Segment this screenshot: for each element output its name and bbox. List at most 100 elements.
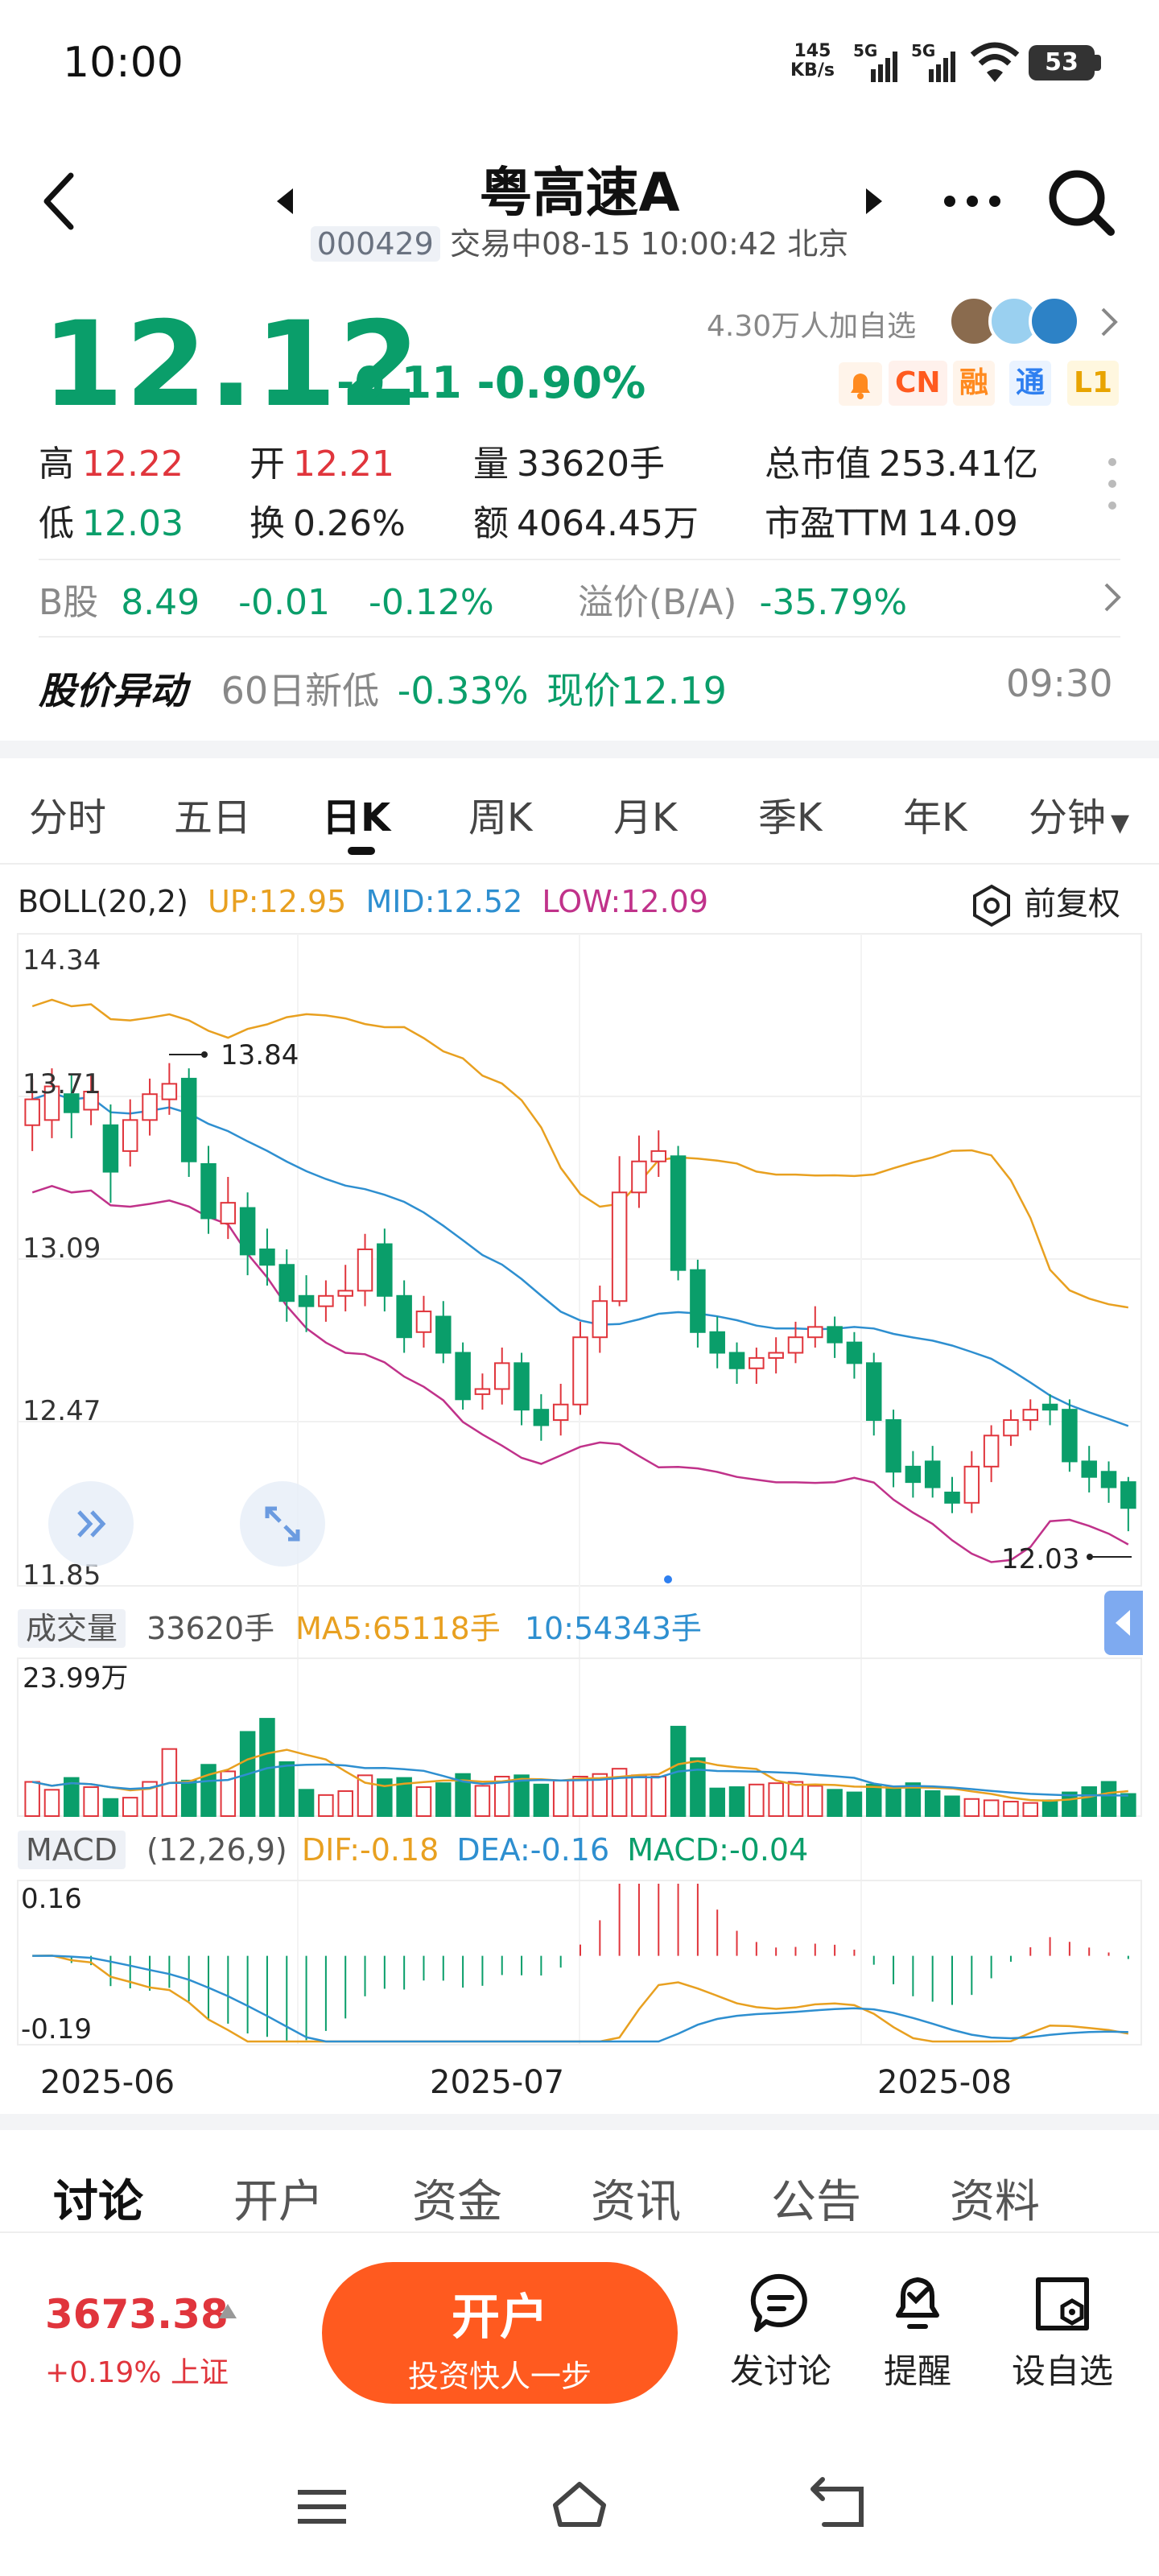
bell-icon[interactable] <box>839 362 882 406</box>
candle-body <box>572 1336 588 1406</box>
adjust-price-button[interactable]: 前复权 <box>969 877 1120 928</box>
candle-body <box>690 1269 706 1333</box>
candle-body <box>787 1336 804 1354</box>
more-icon[interactable] <box>942 193 1003 209</box>
next-stock-icon[interactable] <box>863 185 885 217</box>
add-watchlist-button[interactable]: 设自选 <box>1006 2270 1119 2393</box>
candle-body <box>749 1356 765 1369</box>
volume-bar <box>846 1791 863 1817</box>
tab-news[interactable]: 资讯 <box>591 2176 681 2228</box>
prev-stock-icon[interactable] <box>274 185 296 217</box>
follower-avatars[interactable] <box>947 295 1083 348</box>
net-speed-value: 145 <box>794 41 831 61</box>
candle-body <box>709 1331 725 1354</box>
back-icon[interactable] <box>39 169 80 233</box>
volume-bar <box>180 1779 197 1817</box>
candle-body <box>357 1248 373 1292</box>
candle <box>514 1352 530 1426</box>
volume-bar <box>768 1782 784 1818</box>
candle <box>435 1301 452 1364</box>
badge-margin[interactable]: 融 <box>953 361 996 406</box>
post-discussion-button[interactable]: 发讨论 <box>724 2270 837 2393</box>
candle-body <box>278 1264 295 1302</box>
candle-body <box>377 1243 393 1297</box>
candle <box>1003 1410 1019 1447</box>
home-icon[interactable] <box>553 2482 606 2527</box>
section-gap <box>0 2114 1159 2130</box>
candle <box>572 1321 588 1415</box>
menu-icon[interactable] <box>298 2490 346 2524</box>
volume-bar <box>807 1785 823 1818</box>
candle <box>552 1384 569 1436</box>
macd-dea-line <box>32 1955 1128 2043</box>
badge-l1[interactable]: L1 <box>1067 361 1119 406</box>
back-nav-icon[interactable] <box>810 2477 864 2527</box>
tab-yearly-k[interactable]: 年K <box>903 795 967 840</box>
tab-minute[interactable]: 分钟 ▼ <box>1029 795 1130 840</box>
divider <box>39 636 1120 638</box>
tab-quarterly-k[interactable]: 季K <box>758 795 823 840</box>
expand-stats-icon[interactable] <box>1107 456 1117 512</box>
candle-body <box>924 1460 941 1488</box>
tab-announcements[interactable]: 公告 <box>771 2176 861 2228</box>
net-speed-unit: KB/s <box>790 60 835 80</box>
volume-bar <box>572 1775 588 1817</box>
candle <box>592 1285 608 1353</box>
b-share-row[interactable]: B股 8.49 -0.01 -0.12% <box>39 582 494 623</box>
side-panel-handle[interactable] <box>1104 1591 1143 1655</box>
tab-funds[interactable]: 资金 <box>412 2176 502 2228</box>
expand-panel-button[interactable] <box>48 1481 134 1567</box>
candle <box>533 1393 550 1441</box>
followers-count[interactable]: 4.30万人加自选 <box>707 310 917 343</box>
system-nav-bar <box>298 2477 864 2527</box>
badge-connect[interactable]: 通 <box>1009 361 1052 406</box>
candle-body <box>396 1294 412 1339</box>
volume-bar <box>318 1794 334 1817</box>
volume-bar <box>709 1787 725 1818</box>
volume-bar <box>1100 1781 1117 1817</box>
volume-bar <box>514 1774 530 1817</box>
tab-open-account[interactable]: 开户 <box>233 2176 324 2228</box>
candle-body <box>650 1150 667 1162</box>
tab-daily-k[interactable]: 日K <box>322 795 391 840</box>
volume-bar <box>1120 1793 1136 1818</box>
reminder-button[interactable]: 提醒 <box>861 2270 974 2393</box>
volume-bar <box>787 1781 804 1817</box>
low-marker-label: 12.03 <box>1001 1543 1079 1575</box>
signal-icon-2: 5G <box>911 42 955 82</box>
date-tick: 2025-07 <box>430 2064 565 2101</box>
candle-body <box>768 1352 784 1359</box>
tab-profile[interactable]: 资料 <box>950 2176 1040 2228</box>
stat-volume: 量 33620手 <box>473 444 665 485</box>
candle <box>220 1177 237 1240</box>
index-value[interactable]: 3673.38 <box>45 2291 229 2338</box>
boll-mid-line <box>31 1092 1129 1427</box>
open-account-button[interactable]: 开户 投资快人一步 <box>322 2262 678 2404</box>
volume-bar <box>983 1799 1000 1818</box>
candle-body <box>64 1093 80 1113</box>
tab-monthly-k[interactable]: 月K <box>613 795 678 840</box>
candle-body <box>1062 1409 1078 1463</box>
chart-dot <box>664 1575 672 1583</box>
premium-row[interactable]: 溢价(B/A) -35.79% <box>578 582 908 623</box>
fullscreen-button[interactable] <box>240 1481 325 1567</box>
price-alert-row[interactable]: 股价异动 60日新低 -0.33% 现价12.19 <box>39 669 727 712</box>
volume-bar <box>337 1790 353 1817</box>
search-icon[interactable] <box>1045 166 1117 238</box>
tab-five-day[interactable]: 五日 <box>174 795 252 840</box>
chevron-right-icon[interactable] <box>1099 306 1119 338</box>
kline-chart[interactable]: 14.34 13.71 13.09 12.47 11.85 13.84 12.0… <box>0 869 1159 2125</box>
tab-intraday[interactable]: 分时 <box>29 795 107 840</box>
badge-cn[interactable]: CN <box>889 361 947 406</box>
chevron-right-icon[interactable] <box>1103 580 1122 615</box>
current-price: 12.12 <box>42 296 422 433</box>
tab-weekly-k[interactable]: 周K <box>468 795 533 840</box>
caret-left-icon <box>1116 1610 1130 1636</box>
volume-legend: 成交量 33620手 MA5:65118手 10:54343手 <box>18 1604 702 1648</box>
candle <box>1041 1393 1058 1426</box>
tab-discussion[interactable]: 讨论 <box>53 2176 143 2228</box>
candle-body <box>455 1352 471 1401</box>
svg-text:5G: 5G <box>911 42 935 60</box>
candle <box>885 1410 901 1488</box>
candle <box>690 1259 706 1348</box>
